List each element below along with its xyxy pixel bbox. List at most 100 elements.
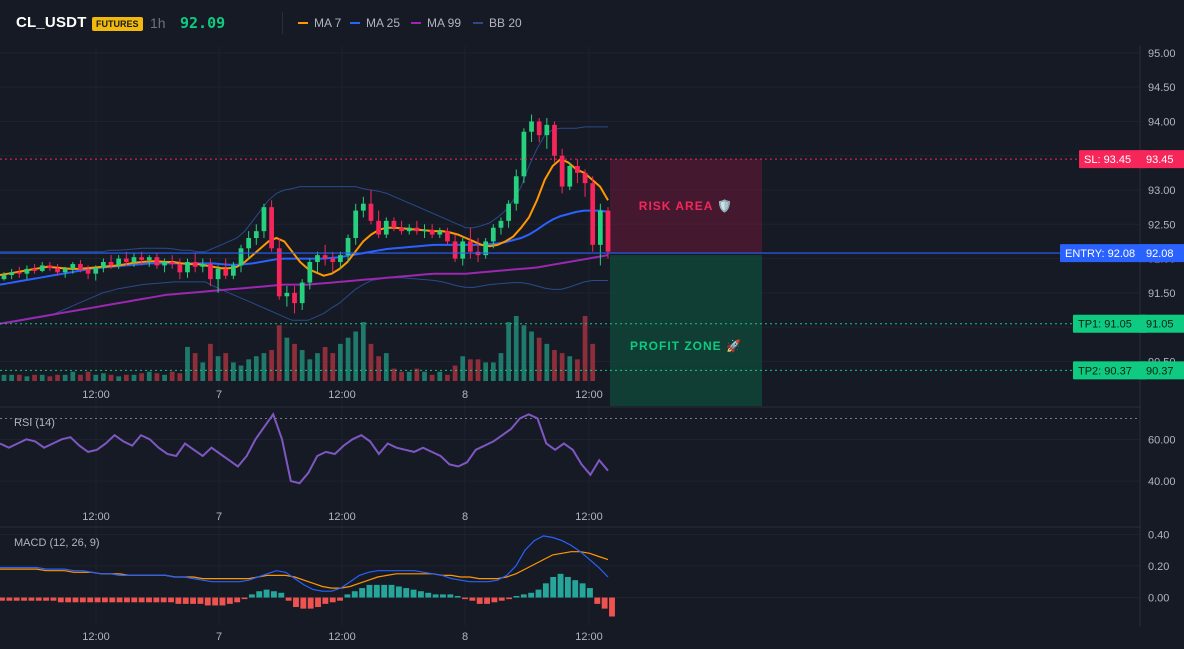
tp2-axis-value: 90.37 — [1146, 365, 1174, 377]
macd-histogram-bar — [65, 597, 72, 603]
stop-loss-axis-value: 93.45 — [1146, 154, 1174, 166]
volume-bar — [307, 359, 313, 381]
time-tick-label: 7 — [216, 389, 222, 401]
volume-bar — [521, 325, 527, 381]
volume-bar — [498, 353, 504, 381]
legend-bb20[interactable]: BB 20 — [473, 16, 522, 30]
candle-body — [299, 282, 305, 304]
candles[interactable] — [1, 114, 611, 314]
legend-ma25-label: MA 25 — [366, 16, 401, 30]
candle-body — [315, 255, 320, 262]
rsi-pane[interactable]: RSI (14) — [0, 412, 1140, 485]
last-price: 92.09 — [180, 14, 226, 32]
volume-bar — [544, 343, 550, 381]
volume-bar — [330, 353, 336, 381]
time-tick-label: 12:00 — [575, 389, 603, 401]
macd-pane[interactable]: MACD (12, 26, 9) — [0, 535, 615, 617]
macd-histogram-bar — [219, 597, 226, 606]
volume-bar — [146, 371, 152, 381]
macd-histogram-bar — [124, 597, 130, 603]
price-tick-label: 95.00 — [1148, 48, 1176, 60]
grid — [0, 46, 1141, 626]
candle-body — [422, 229, 427, 232]
time-tick-label: 12:00 — [575, 511, 603, 523]
tp1-tag-bg — [1073, 314, 1147, 333]
candle-body — [468, 241, 473, 252]
candle-body — [108, 262, 114, 266]
volume-bar — [414, 368, 420, 381]
candle-body — [399, 227, 404, 232]
macd-tick-label: 0.20 — [1148, 561, 1169, 573]
volume-bar — [590, 343, 596, 381]
timeframe-selector[interactable]: 1h — [150, 15, 166, 31]
tp1-axis-value: 91.05 — [1146, 319, 1174, 331]
volume-bar — [93, 374, 99, 381]
entry-tag-bg — [1060, 244, 1147, 263]
volume-bar — [177, 373, 183, 381]
macd-tick-label: 0.00 — [1148, 593, 1169, 605]
macd-histogram-bar — [351, 591, 358, 598]
candle-body — [139, 257, 144, 260]
volume-bar — [399, 371, 404, 381]
rsi-line — [0, 412, 609, 485]
symbol-name[interactable]: CL_USDT — [16, 14, 87, 31]
macd-histogram-bar — [315, 597, 321, 608]
candle-body — [345, 238, 351, 256]
candle-body — [1, 275, 7, 280]
macd-histogram-bar — [263, 589, 270, 598]
candle-body — [529, 121, 534, 132]
candle-body — [85, 269, 91, 274]
header-divider — [282, 12, 283, 34]
profit-zone — [610, 255, 762, 406]
candle-body — [330, 258, 336, 262]
candle-body — [544, 124, 550, 136]
volume-bar — [200, 362, 206, 381]
macd-histogram-bar — [50, 597, 57, 601]
candle-body — [32, 268, 37, 271]
macd-histogram-bar — [484, 597, 490, 604]
macd-histogram-bar — [564, 577, 571, 598]
candle-body — [9, 272, 15, 276]
candle-body — [62, 268, 68, 273]
macd-histogram-bar — [79, 597, 86, 603]
macd-histogram-bar — [234, 597, 241, 603]
trade-zones: RISK AREA 🛡️ PROFIT ZONE 🚀 — [610, 159, 762, 406]
entry-tag-text: ENTRY: 92.08 — [1065, 248, 1135, 260]
candle-body — [307, 262, 313, 283]
macd-histogram-bar — [491, 597, 498, 603]
macd-signal-line — [0, 551, 609, 589]
volume-bar — [391, 368, 397, 381]
time-tick-label: 12:00 — [328, 511, 356, 523]
volume-bar — [123, 374, 129, 381]
legend-ma7[interactable]: MA 7 — [298, 16, 341, 30]
candle-body — [70, 264, 76, 269]
volume-bar — [154, 373, 160, 381]
volume-bar — [85, 371, 91, 381]
tp1-tag-text: TP1: 91.05 — [1078, 319, 1132, 331]
macd-histogram-bar — [550, 577, 557, 598]
macd-histogram-bar — [175, 597, 182, 604]
macd-histogram-bar — [87, 597, 94, 603]
macd-histogram-bar — [285, 597, 292, 601]
macd-histogram-bar — [506, 597, 513, 600]
time-tick-label: 12:00 — [82, 631, 110, 643]
macd-histogram-bar — [440, 594, 446, 598]
candle-body — [445, 231, 450, 242]
volume-bar — [39, 374, 45, 381]
volume-bar — [101, 373, 106, 381]
volume-bar — [353, 331, 359, 381]
price-tick-label: 94.00 — [1148, 116, 1176, 128]
macd-histogram-bar — [248, 594, 255, 598]
volume-bar — [383, 353, 389, 381]
candle-body — [253, 231, 259, 238]
macd-histogram-bar — [462, 597, 468, 600]
macd-histogram-bar — [609, 597, 615, 617]
volume-bar — [131, 374, 137, 381]
candle-body — [261, 207, 267, 232]
candle-body — [460, 241, 466, 259]
legend-ma99[interactable]: MA 99 — [411, 16, 461, 30]
volume-bar — [437, 371, 443, 381]
legend-ma25[interactable]: MA 25 — [350, 16, 400, 30]
candle-body — [123, 258, 129, 262]
